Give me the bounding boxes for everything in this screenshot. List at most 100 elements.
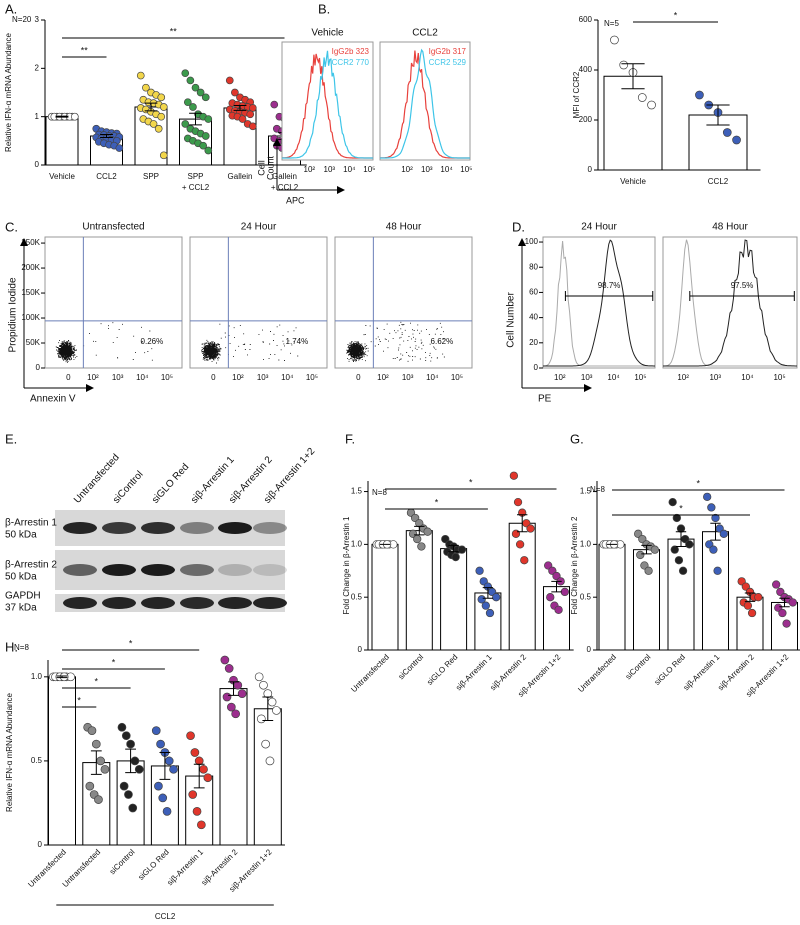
n-label: N=20 — [12, 15, 32, 24]
data-point — [94, 795, 103, 804]
data-point — [100, 764, 110, 774]
data-point — [272, 706, 281, 715]
data-point — [526, 524, 535, 533]
data-point — [511, 529, 521, 538]
data-point — [492, 593, 501, 602]
n-label: N=5 — [604, 19, 619, 28]
blot-band — [253, 522, 287, 534]
data-point — [134, 764, 144, 774]
x-tick-label: Untransfected — [576, 653, 618, 695]
data-point — [201, 93, 210, 102]
blot-band — [102, 522, 136, 534]
quadrant-percent: 1.74% — [286, 337, 309, 346]
y-tick-label: 80 — [529, 262, 538, 271]
lane-label: siGLO Red — [150, 462, 191, 506]
x-tick-label: Gallein — [272, 172, 297, 181]
data-point — [119, 781, 129, 791]
data-point — [197, 820, 206, 830]
data-point — [678, 566, 688, 575]
plot-frame — [542, 236, 656, 369]
x-tick-label: 10² — [677, 373, 689, 382]
error-bar — [189, 112, 202, 126]
data-point — [610, 35, 619, 45]
row-label: 50 kDa — [5, 530, 37, 541]
data-point — [515, 540, 525, 549]
data-point — [647, 100, 656, 110]
data-point — [157, 93, 166, 102]
data-point — [154, 124, 163, 133]
error-bar — [233, 105, 247, 111]
x-tick-label: + CCL2 — [182, 183, 210, 192]
plot-title: 48 Hour — [712, 222, 748, 233]
data-point — [713, 566, 722, 575]
data-point — [156, 739, 165, 749]
data-point — [128, 803, 138, 813]
data-point — [732, 135, 741, 145]
y-axis-label: Fold Change in β-Arrestin 1 — [342, 516, 351, 615]
blot-band — [63, 597, 97, 609]
error-bar — [641, 544, 652, 555]
bar — [48, 676, 76, 846]
data-point — [224, 664, 234, 673]
gate-label: 98.7% — [598, 281, 621, 290]
data-point — [695, 90, 704, 100]
data-point — [670, 545, 679, 554]
plot-title: 24 Hour — [241, 222, 277, 233]
data-point — [672, 513, 681, 523]
legend-label: IgG2b 317 — [429, 47, 467, 56]
blot-band — [63, 522, 97, 534]
data-point — [413, 534, 422, 544]
n-label: N=8 — [372, 488, 387, 497]
data-point — [201, 132, 210, 140]
y-tick-label: 600 — [579, 15, 593, 24]
data-point — [778, 608, 787, 618]
data-point — [709, 545, 718, 554]
data-point — [248, 122, 257, 131]
error-bar — [144, 102, 158, 112]
data-point — [158, 793, 168, 803]
significance-label: * — [674, 10, 678, 20]
x-tick-label: siControl — [397, 652, 426, 681]
error-bar — [159, 752, 171, 780]
bar — [82, 762, 111, 846]
data-point — [772, 580, 781, 589]
blot-band — [141, 597, 175, 609]
gate-bar — [564, 291, 654, 301]
x-tick-label: 10² — [554, 373, 566, 382]
data-point — [674, 556, 684, 565]
y-tick-label: 60 — [529, 288, 538, 297]
y-axis-label: Propidium Iodide — [8, 277, 19, 352]
blot-band — [253, 597, 287, 609]
data-point — [270, 100, 279, 109]
data-point — [546, 593, 555, 602]
histogram-curve — [662, 239, 797, 367]
x-tick-label: Vehicle — [49, 172, 75, 181]
data-point — [204, 146, 213, 155]
data-point — [117, 722, 127, 732]
data-point — [485, 608, 495, 618]
lane-label: siβ-Arrestin 1+2 — [262, 446, 318, 506]
gate-label: 97.5% — [731, 281, 754, 290]
blot-band — [253, 564, 287, 576]
data-point — [475, 566, 484, 575]
data-point — [636, 550, 645, 560]
x-tick-label: 10² — [304, 165, 316, 174]
plot-title: Untransfected — [82, 222, 144, 233]
data-point — [509, 471, 519, 480]
blot-band — [102, 564, 136, 576]
data-point — [154, 781, 163, 791]
panel-label: A. — [5, 1, 17, 16]
x-tick-label: 10² — [401, 165, 413, 174]
y-axis-label: Fold Change in β-Arrestin 2 — [570, 516, 579, 615]
data-point — [194, 756, 204, 766]
data-point — [186, 76, 195, 85]
data-point — [162, 807, 172, 816]
x-tick-label: 0 — [66, 373, 71, 382]
error-bar — [744, 592, 756, 602]
significance-label: * — [696, 478, 700, 488]
error-bar — [193, 763, 205, 789]
data-point — [747, 608, 757, 618]
data-point — [703, 492, 712, 501]
data-point — [707, 503, 716, 512]
bar — [440, 548, 468, 651]
